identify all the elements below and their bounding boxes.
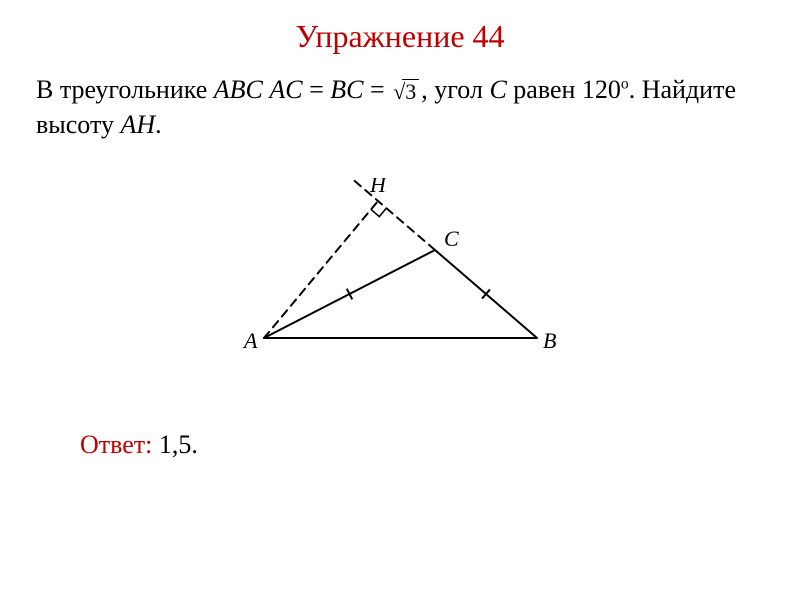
exercise-title: Упражнение 44 [0,18,800,55]
triangle-svg: A B C H [230,178,570,378]
triangle-figure: A B C H [230,178,570,378]
sqrt-radicand: 3 [402,79,419,104]
answer-value: 1,5. [152,430,198,459]
svg-text:C: C [444,226,459,251]
tail: . [155,110,162,139]
segment-bc: BC [330,75,363,104]
eq2: = [364,75,392,104]
svg-text:H: H [369,178,387,197]
height-segment: AH [120,110,155,139]
answer-label: Ответ: [80,430,152,459]
mid2: равен 120 [507,75,621,104]
eq1: = [303,75,331,104]
triangle-name: ABC [214,75,263,104]
mid1: , угол [421,75,489,104]
svg-text:A: A [242,328,258,353]
problem-prefix: В треугольнике [36,75,214,104]
degree-symbol: o [621,75,629,92]
angle-vertex: C [489,75,506,104]
answer-line: Ответ: 1,5. [80,430,198,460]
problem-statement: В треугольнике ABC AC = BC = √3, угол C … [36,72,764,142]
svg-text:B: B [543,328,556,353]
segment-ac: AC [269,75,302,104]
sqrt-expression: √3 [393,72,419,107]
